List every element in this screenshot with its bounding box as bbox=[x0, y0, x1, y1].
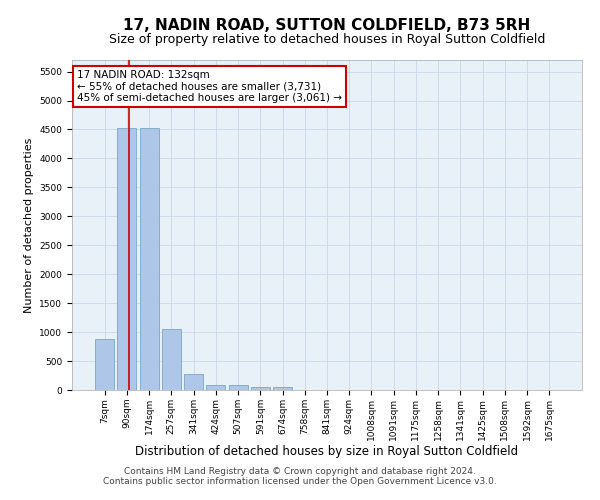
Bar bbox=[206, 385, 225, 390]
Text: 17 NADIN ROAD: 132sqm
← 55% of detached houses are smaller (3,731)
45% of semi-d: 17 NADIN ROAD: 132sqm ← 55% of detached … bbox=[77, 70, 342, 103]
Bar bbox=[162, 329, 181, 390]
Bar bbox=[184, 374, 203, 390]
Bar bbox=[118, 128, 136, 390]
Bar bbox=[95, 339, 114, 390]
Text: Contains HM Land Registry data © Crown copyright and database right 2024.: Contains HM Land Registry data © Crown c… bbox=[124, 467, 476, 476]
Text: 17, NADIN ROAD, SUTTON COLDFIELD, B73 5RH: 17, NADIN ROAD, SUTTON COLDFIELD, B73 5R… bbox=[124, 18, 530, 32]
Bar bbox=[251, 387, 270, 390]
X-axis label: Distribution of detached houses by size in Royal Sutton Coldfield: Distribution of detached houses by size … bbox=[136, 446, 518, 458]
Y-axis label: Number of detached properties: Number of detached properties bbox=[24, 138, 34, 312]
Bar bbox=[140, 128, 158, 390]
Bar bbox=[229, 386, 248, 390]
Bar bbox=[273, 387, 292, 390]
Text: Size of property relative to detached houses in Royal Sutton Coldfield: Size of property relative to detached ho… bbox=[109, 32, 545, 46]
Text: Contains public sector information licensed under the Open Government Licence v3: Contains public sector information licen… bbox=[103, 477, 497, 486]
